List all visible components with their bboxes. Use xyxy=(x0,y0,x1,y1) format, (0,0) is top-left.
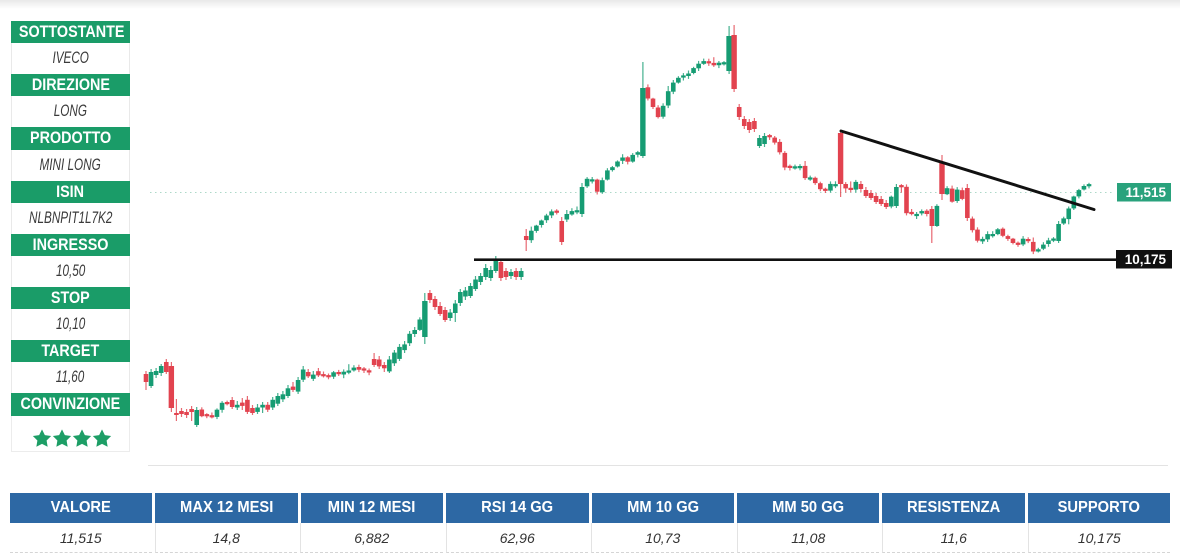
svg-text:10,175: 10,175 xyxy=(1125,252,1167,267)
svg-text:11,515: 11,515 xyxy=(1125,185,1166,200)
